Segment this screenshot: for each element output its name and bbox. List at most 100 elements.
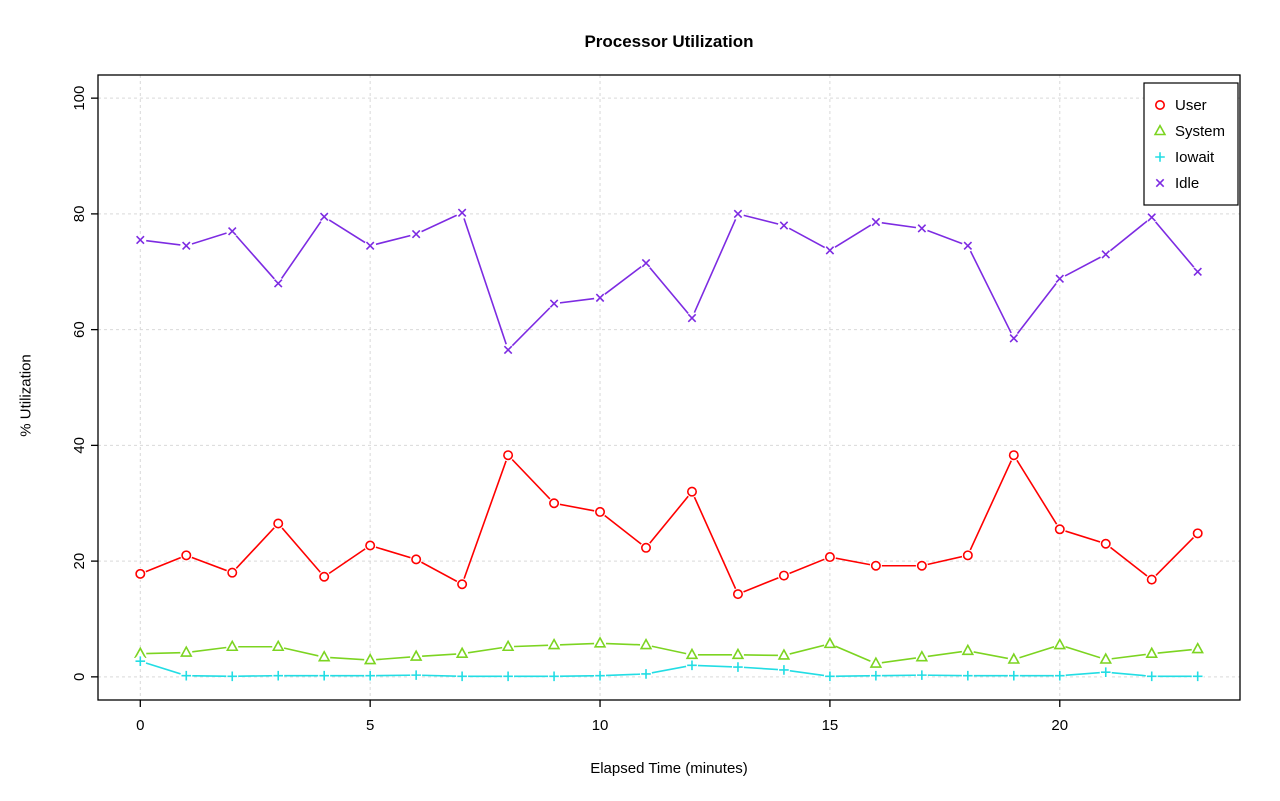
point-circle	[365, 540, 376, 551]
point-plus	[1054, 670, 1065, 681]
point-plus	[733, 662, 743, 672]
point-circle	[962, 550, 973, 561]
legend-item-user: User	[1155, 97, 1207, 114]
series-system	[134, 636, 1204, 670]
point-plus	[503, 671, 513, 682]
point-plus	[457, 671, 467, 682]
point-circle	[778, 570, 789, 581]
point-triangle	[225, 639, 239, 652]
point-circle	[503, 450, 514, 461]
point-plus	[1100, 667, 1111, 678]
point-circle	[641, 542, 652, 553]
point-circle	[1100, 538, 1111, 549]
point-x	[733, 209, 743, 219]
point-x	[825, 246, 835, 255]
y-tick-label: 40	[71, 437, 88, 454]
point-plus	[641, 669, 651, 679]
point-triangle	[823, 636, 837, 649]
point-triangle	[869, 656, 883, 668]
point-circle	[1054, 524, 1065, 535]
point-triangle	[1007, 652, 1021, 664]
point-circle	[549, 498, 560, 509]
point-x	[687, 313, 697, 323]
point-x	[595, 293, 605, 303]
point-triangle	[317, 650, 331, 662]
series-line-system	[140, 642, 1198, 665]
series-iowait	[134, 655, 1204, 683]
point-triangle	[547, 637, 561, 650]
point-triangle	[915, 650, 929, 662]
legend-label: Iowait	[1175, 149, 1215, 166]
point-x	[411, 229, 421, 239]
point-plus	[319, 670, 329, 681]
point-triangle	[1099, 652, 1113, 664]
y-tick-label: 20	[71, 553, 88, 570]
point-plus	[595, 670, 605, 681]
point-circle	[732, 589, 743, 600]
point-triangle	[271, 639, 285, 652]
point-plus	[917, 670, 927, 680]
y-tick-label: 80	[71, 206, 88, 223]
point-plus	[1192, 671, 1203, 682]
plot-border	[97, 74, 1241, 701]
point-circle	[916, 560, 927, 571]
x-tick-label: 15	[822, 717, 839, 734]
x-tick-label: 20	[1051, 717, 1068, 734]
point-x	[549, 299, 559, 308]
point-x	[641, 258, 651, 268]
point-circle	[1155, 100, 1166, 111]
point-circle	[411, 554, 422, 565]
point-x	[1009, 334, 1019, 343]
legend-box	[1143, 82, 1239, 206]
y-tick-label: 60	[71, 321, 88, 338]
point-x	[963, 241, 973, 250]
point-circle	[824, 552, 835, 563]
point-x	[1101, 250, 1111, 259]
point-triangle	[455, 646, 469, 659]
point-x	[1193, 267, 1202, 277]
point-x	[503, 345, 513, 355]
series-idle	[134, 206, 1204, 356]
point-x	[365, 241, 375, 250]
point-triangle	[501, 639, 515, 652]
y-axis-label: % Utilization	[17, 354, 35, 437]
point-circle	[457, 579, 468, 590]
point-x	[779, 221, 789, 230]
point-plus	[411, 670, 421, 680]
point-plus	[871, 670, 881, 681]
y-tick-label: 100	[71, 86, 88, 111]
legend-item-system: System	[1153, 123, 1225, 140]
legend-item-idle: Idle	[1155, 175, 1199, 192]
point-triangle	[1191, 642, 1204, 654]
series-user	[134, 449, 1204, 601]
point-plus	[273, 670, 284, 681]
series-line-iowait	[140, 660, 1198, 678]
x-tick-label: 0	[136, 717, 144, 734]
point-triangle	[409, 649, 423, 661]
point-x	[1055, 274, 1065, 283]
point-triangle	[1053, 637, 1067, 650]
point-triangle	[1145, 646, 1158, 659]
point-circle	[595, 506, 606, 517]
point-x	[182, 241, 191, 250]
x-tick-label: 10	[592, 717, 609, 734]
point-x	[136, 235, 145, 245]
point-circle	[135, 568, 146, 579]
series-line-idle	[140, 211, 1199, 352]
legend-label: System	[1175, 123, 1225, 140]
chart-title: Processor Utilization	[584, 32, 754, 51]
point-triangle	[731, 647, 745, 660]
point-plus	[825, 671, 835, 682]
point-x	[917, 224, 927, 233]
point-x	[273, 279, 283, 288]
point-plus	[1009, 670, 1019, 681]
point-plus	[549, 671, 559, 682]
x-axis-label: Elapsed Time (minutes)	[590, 760, 748, 777]
point-triangle	[180, 645, 193, 657]
point-triangle	[639, 637, 653, 650]
point-circle	[1146, 574, 1157, 585]
point-circle	[181, 550, 192, 561]
x-tick-label: 5	[366, 717, 374, 734]
